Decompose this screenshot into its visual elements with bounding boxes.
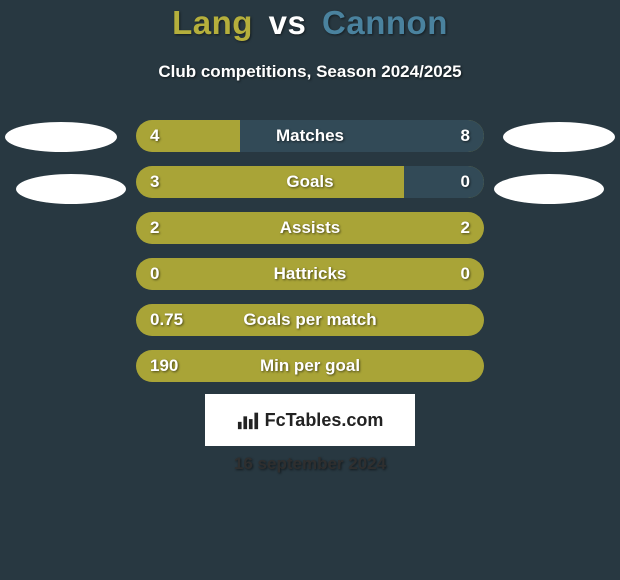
stat-row: 0.75Goals per match	[136, 304, 484, 336]
comparison-card: Lang vs Cannon Club competitions, Season…	[0, 0, 620, 580]
stat-value-right: 8	[461, 120, 470, 152]
stat-row: 0Hattricks0	[136, 258, 484, 290]
date-caption: 16 september 2024	[0, 454, 620, 474]
stat-row: 190Min per goal	[136, 350, 484, 382]
stats-container: 4Matches83Goals02Assists20Hattricks00.75…	[0, 120, 620, 382]
stat-label: Goals	[136, 166, 484, 198]
title-player-2: Cannon	[322, 4, 448, 41]
stat-value-right: 0	[461, 258, 470, 290]
stat-label: Goals per match	[136, 304, 484, 336]
subtitle: Club competitions, Season 2024/2025	[0, 62, 620, 82]
branding-text: FcTables.com	[265, 410, 384, 431]
title-vs: vs	[269, 4, 307, 41]
stat-row: 3Goals0	[136, 166, 484, 198]
stat-value-right: 2	[461, 212, 470, 244]
stat-label: Assists	[136, 212, 484, 244]
stat-label: Matches	[136, 120, 484, 152]
title-player-1: Lang	[172, 4, 253, 41]
stat-label: Hattricks	[136, 258, 484, 290]
chart-bars-icon	[237, 410, 259, 430]
stat-value-right: 0	[461, 166, 470, 198]
branding-box: FcTables.com	[205, 394, 415, 446]
stat-row: 2Assists2	[136, 212, 484, 244]
title: Lang vs Cannon	[0, 4, 620, 42]
stat-row: 4Matches8	[136, 120, 484, 152]
stat-label: Min per goal	[136, 350, 484, 382]
